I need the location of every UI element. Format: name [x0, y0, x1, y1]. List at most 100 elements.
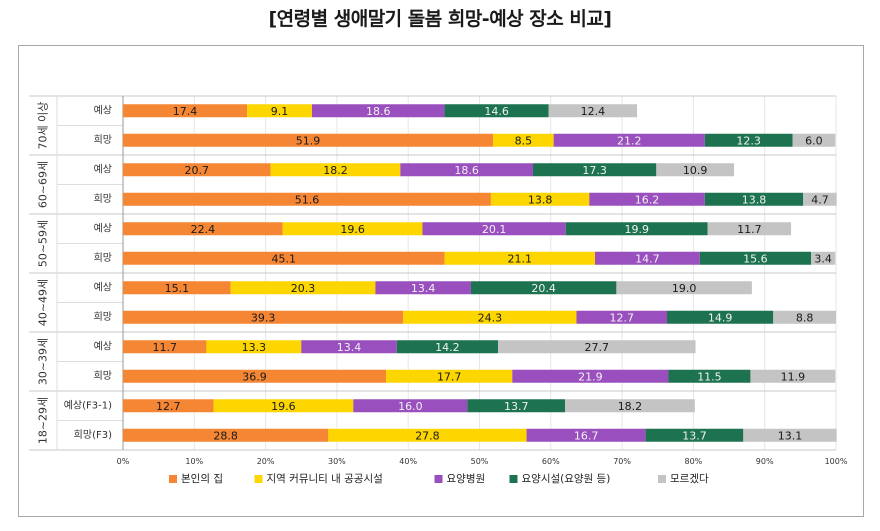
data-label: 13.8 — [528, 193, 553, 206]
bar-segment — [301, 340, 397, 354]
data-label: 19.9 — [624, 223, 649, 236]
data-label: 45.1 — [272, 252, 297, 265]
bar-segment — [311, 104, 445, 118]
x-tick-label: 10% — [185, 457, 203, 466]
data-label: 13.7 — [504, 400, 529, 413]
data-label: 36.9 — [242, 370, 267, 383]
data-label: 17.4 — [173, 105, 198, 118]
x-tick-label: 100% — [825, 457, 848, 466]
bar-segment — [743, 428, 837, 442]
data-label: 12.3 — [736, 134, 761, 147]
data-label: 27.7 — [585, 341, 610, 354]
row-label: 희망 — [94, 370, 112, 382]
data-label: 17.7 — [437, 370, 462, 383]
data-label: 21.2 — [617, 134, 642, 147]
data-label: 15.1 — [165, 282, 190, 295]
bar-segment — [123, 222, 283, 236]
bar-segment — [553, 133, 705, 147]
bar-segment — [123, 104, 248, 118]
group-label: 18~29세 — [37, 397, 50, 444]
bar-segment — [645, 428, 744, 442]
row-label: 예상 — [94, 340, 112, 352]
data-label: 51.9 — [296, 134, 321, 147]
data-label: 19.0 — [672, 282, 697, 295]
data-label: 11.7 — [737, 223, 762, 236]
group-label: 70세 이상 — [37, 102, 50, 150]
group-label: 40~49세 — [37, 279, 50, 326]
data-label: 20.1 — [482, 223, 507, 236]
bar-segment — [375, 281, 471, 295]
bar-segment — [498, 340, 696, 354]
bar-segment — [123, 369, 387, 383]
data-label: 39.3 — [251, 311, 276, 324]
legend-label: 지역 커뮤니티 내 공공시설 — [267, 473, 383, 485]
data-label: 27.8 — [415, 429, 440, 442]
chart-title: [연령별 생애말기 돌봄 희망-예상 장소 비교] — [268, 8, 613, 30]
data-label: 18.6 — [454, 164, 479, 177]
bar-segment — [532, 163, 657, 177]
x-tick-label: 60% — [542, 457, 560, 466]
data-label: 19.6 — [271, 400, 296, 413]
bar-segment — [667, 310, 774, 324]
bar-segment — [270, 163, 401, 177]
stacked-bar-chart: 70세 이상 예상 17.4 9.1 18.6 14.6 12.4희망 51.9 8.5 21.2… — [29, 95, 848, 485]
data-label: 15.6 — [743, 252, 768, 265]
bar-segment — [444, 251, 596, 265]
row-label: 예상 — [94, 163, 112, 175]
data-label: 13.1 — [778, 429, 803, 442]
data-label: 8.5 — [515, 134, 533, 147]
data-label: 13.7 — [682, 429, 707, 442]
legend-label: 요양시설(요양원 등) — [522, 473, 611, 485]
data-label: 18.2 — [618, 400, 643, 413]
bar-segment — [467, 399, 566, 413]
legend-swatch — [254, 475, 263, 483]
x-tick-label: 90% — [756, 457, 774, 466]
data-label: 20.7 — [185, 164, 210, 177]
row-label: 희망(F3) — [74, 429, 112, 441]
data-label: 6.0 — [805, 134, 823, 147]
legend-label: 모르겠다 — [670, 473, 709, 485]
x-tick-label: 80% — [685, 457, 703, 466]
group-label: 50~59세 — [37, 220, 50, 267]
data-label: 11.5 — [697, 370, 722, 383]
bar-segment — [386, 369, 513, 383]
bar-segment — [526, 428, 646, 442]
group-label: 30~39세 — [37, 338, 50, 385]
data-label: 14.9 — [708, 311, 733, 324]
data-label: 11.7 — [152, 341, 177, 354]
bar-segment — [403, 310, 577, 324]
bar-segment — [707, 222, 792, 236]
bar-segment — [353, 399, 468, 413]
row-label: 예상 — [94, 281, 112, 293]
bar-segment — [123, 340, 207, 354]
data-label: 13.3 — [242, 341, 267, 354]
bar-segment — [444, 104, 549, 118]
group-label: 60~69세 — [37, 161, 50, 208]
bar-segment — [123, 251, 445, 265]
data-label: 18.6 — [366, 105, 391, 118]
data-label: 14.7 — [635, 252, 660, 265]
bar-segment — [750, 369, 836, 383]
data-label: 12.4 — [581, 105, 606, 118]
data-label: 13.4 — [411, 282, 436, 295]
data-label: 16.7 — [574, 429, 599, 442]
x-tick-label: 20% — [257, 457, 275, 466]
data-label: 16.0 — [398, 400, 423, 413]
data-label: 28.8 — [213, 429, 238, 442]
legend-swatch — [434, 475, 443, 483]
data-label: 17.3 — [582, 164, 607, 177]
bar-segment — [490, 192, 590, 206]
bar-segment — [282, 222, 423, 236]
bar-segment — [803, 192, 837, 206]
bar-segment — [565, 399, 695, 413]
data-label: 20.4 — [531, 282, 556, 295]
data-label: 11.9 — [781, 370, 806, 383]
bar-segment — [792, 133, 836, 147]
bar-segment — [656, 163, 735, 177]
bar-segment — [576, 310, 668, 324]
bar-segment — [422, 222, 566, 236]
chart-frame: 70세 이상 예상 17.4 9.1 18.6 14.6 12.4 희망 51.9 8.5 21.2… — [18, 45, 864, 517]
data-label: 3.4 — [814, 252, 832, 265]
data-label: 14.6 — [484, 105, 509, 118]
bar-segment — [123, 310, 404, 324]
